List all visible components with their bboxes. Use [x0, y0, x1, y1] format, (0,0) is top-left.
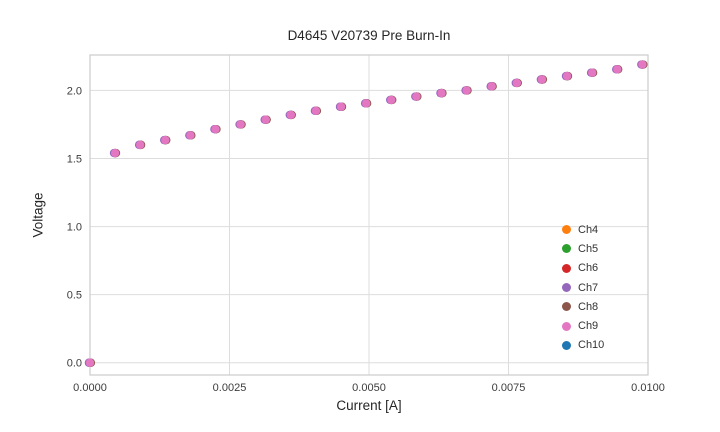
- data-point-ch9: [136, 140, 145, 150]
- legend-item-ch4: Ch4: [562, 220, 604, 239]
- legend-label: Ch5: [578, 242, 599, 255]
- x-tick-label: 0.0000: [73, 382, 107, 394]
- legend-marker-ch7-icon: [562, 283, 571, 293]
- data-point-ch9: [537, 75, 547, 84]
- legend-item-ch6: Ch6: [562, 259, 604, 278]
- data-point-ch9: [487, 82, 496, 91]
- data-point-ch9: [562, 71, 572, 81]
- legend-marker-ch4-icon: [562, 225, 571, 235]
- data-point-ch9: [161, 135, 170, 145]
- x-tick-label: 0.0025: [213, 382, 247, 394]
- data-point-ch9: [311, 106, 321, 116]
- legend-marker-ch8-icon: [562, 302, 571, 312]
- data-point-ch9: [512, 78, 522, 88]
- data-point-ch9: [336, 102, 346, 111]
- legend-label: Ch4: [578, 223, 599, 236]
- legend-label: Ch8: [578, 300, 599, 313]
- y-tick-label: 1.0: [67, 222, 82, 234]
- x-axis-label: Current [A]: [336, 398, 402, 413]
- data-point-ch9: [462, 86, 471, 95]
- data-point-ch9: [186, 131, 195, 140]
- plot-frame: [89, 54, 649, 376]
- legend-item-ch5: Ch5: [562, 239, 604, 258]
- legend-label: Ch6: [578, 262, 599, 275]
- data-point-ch9: [387, 95, 396, 105]
- legend-marker-ch10-icon: [562, 340, 571, 350]
- y-tick-label: 2.0: [67, 85, 82, 97]
- data-point-ch9: [110, 148, 120, 158]
- legend-label: Ch7: [578, 281, 599, 294]
- legend-label: Ch9: [578, 320, 599, 333]
- y-tick-label: 0.5: [67, 290, 82, 302]
- data-point-ch9: [261, 115, 270, 124]
- legend-item-ch9: Ch9: [562, 316, 604, 335]
- data-point-ch9: [362, 99, 371, 108]
- legend-item-ch8: Ch8: [562, 297, 604, 316]
- data-point-ch9: [236, 120, 245, 129]
- data-point-ch9: [286, 110, 296, 120]
- data-point-ch9: [588, 68, 597, 77]
- y-axis-label: Voltage: [30, 192, 46, 238]
- data-point-ch9: [638, 60, 647, 69]
- legend-label: Ch10: [578, 339, 605, 352]
- x-tick-label: 0.0075: [492, 382, 526, 394]
- y-tick-label: 1.5: [67, 153, 82, 165]
- data-point-ch9: [437, 88, 446, 98]
- legend-item-ch10: Ch10: [562, 336, 604, 355]
- x-tick-label: 0.0050: [352, 382, 386, 394]
- legend-item-ch7: Ch7: [562, 278, 604, 297]
- data-point-ch9: [85, 358, 95, 367]
- legend-marker-ch9-icon: [562, 321, 571, 331]
- legend-marker-ch5-icon: [562, 244, 571, 254]
- legend-marker-ch6-icon: [562, 263, 571, 273]
- y-tick-label: 0.0: [67, 358, 82, 370]
- legend: Ch4 Ch5 Ch6 Ch7 Ch8 Ch9 Ch10: [562, 220, 604, 355]
- data-point-ch9: [211, 125, 220, 134]
- data-point-ch9: [412, 92, 421, 101]
- data-point-ch9: [613, 65, 622, 74]
- chart-title: D4645 V20739 Pre Burn-In: [287, 28, 451, 43]
- x-tick-label: 0.0100: [631, 382, 665, 394]
